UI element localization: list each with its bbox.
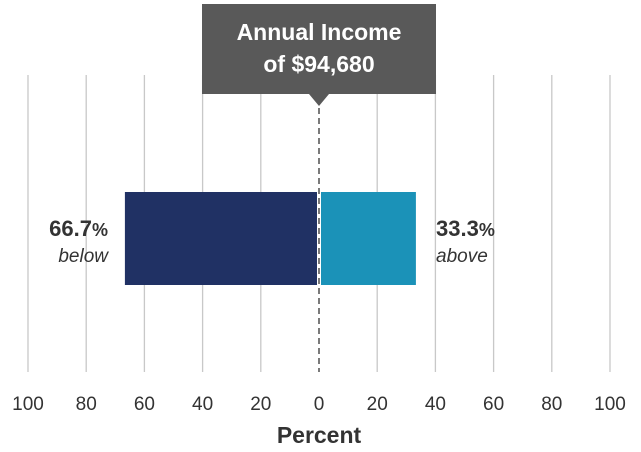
above-word: above (436, 246, 488, 267)
x-axis-tick-labels: 100 80 60 40 20 0 20 40 60 80 100 (12, 394, 626, 415)
x-tick-label: 80 (76, 394, 97, 415)
bars (124, 192, 416, 285)
above-bar (321, 192, 416, 285)
x-tick-label: 60 (483, 394, 504, 415)
income-callout: Annual Income of $94,680 (202, 4, 436, 106)
x-tick-label: 40 (192, 394, 213, 415)
x-tick-label: 20 (367, 394, 388, 415)
below-percent: 66.7% (49, 216, 108, 241)
callout-line-1: Annual Income (237, 19, 402, 45)
x-tick-label: 20 (250, 394, 271, 415)
x-tick-label: 80 (541, 394, 562, 415)
above-percent: 33.3% (436, 216, 495, 241)
above-label: 33.3% above (436, 216, 495, 267)
x-tick-label: 0 (314, 394, 325, 415)
below-word: below (58, 246, 109, 267)
x-tick-label: 40 (425, 394, 446, 415)
callout-box (202, 4, 436, 106)
below-bar (124, 192, 317, 285)
x-tick-label: 60 (134, 394, 155, 415)
callout-line-2: of $94,680 (263, 51, 374, 77)
x-tick-label: 100 (594, 394, 626, 415)
x-axis-title: Percent (277, 422, 362, 448)
x-tick-label: 100 (12, 394, 44, 415)
below-label: 66.7% below (49, 216, 109, 267)
